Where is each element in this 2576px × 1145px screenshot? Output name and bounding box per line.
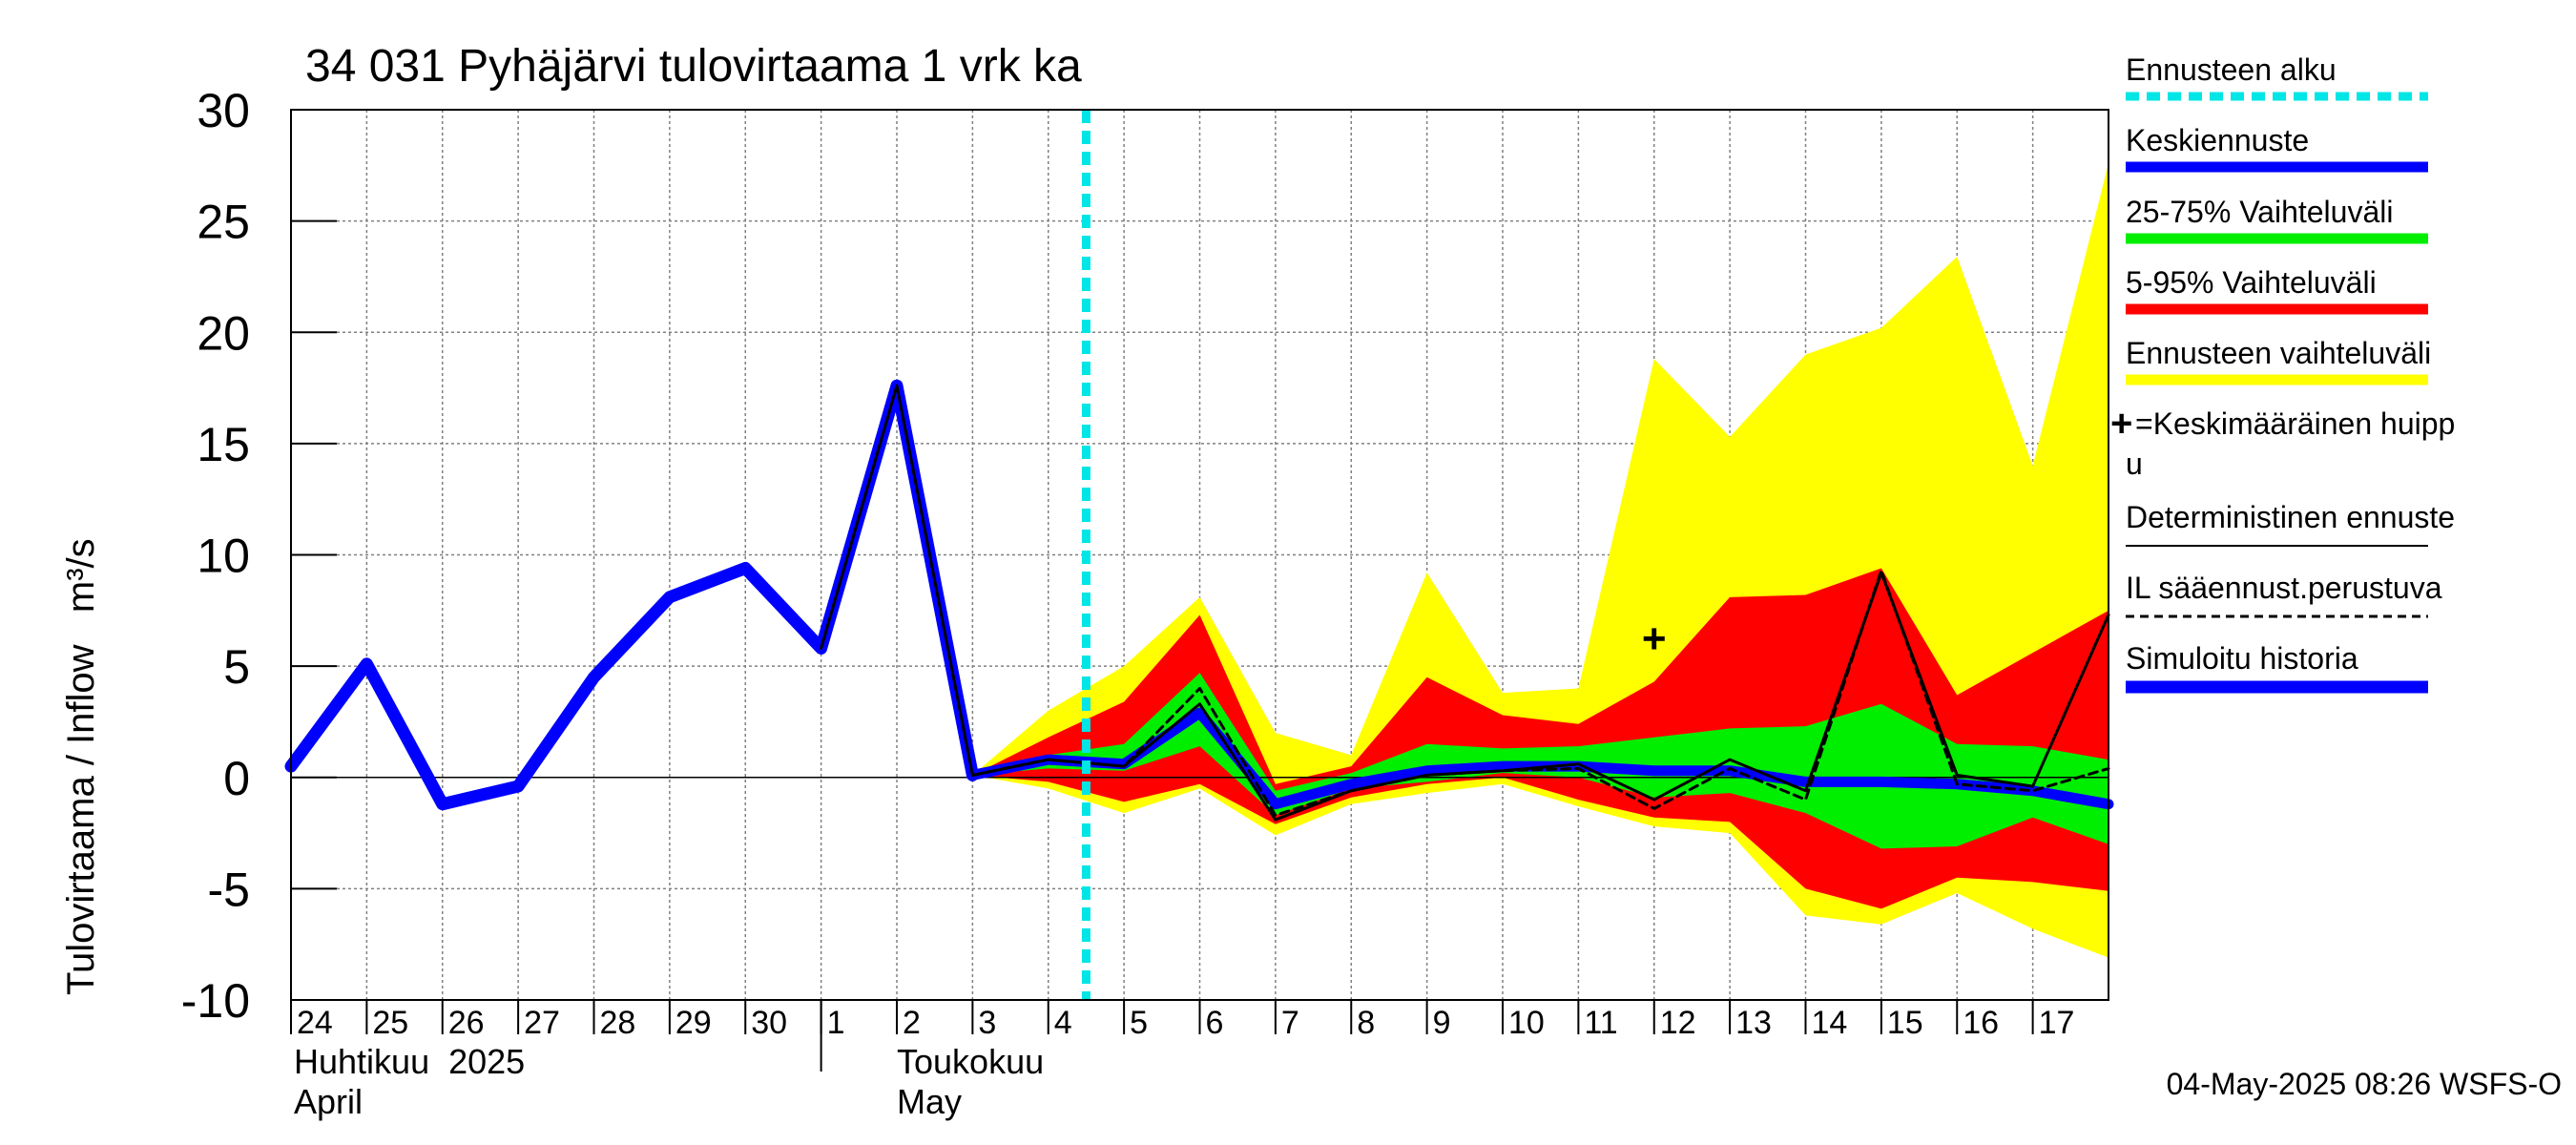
y-tick-label: -10 [181,974,250,1028]
x-tick-label: 30 [751,1005,787,1041]
month-label-april-fi: Huhtikuu 2025 [294,1042,525,1081]
month-label-may-fi: Toukokuu [897,1042,1044,1081]
x-tick-label: 9 [1433,1005,1451,1041]
x-tick-label: 14 [1812,1005,1848,1041]
x-tick-label: 17 [2039,1005,2075,1041]
legend-forecast-start-label: Ennusteen alku [2126,52,2337,87]
chart-title: 34 031 Pyhäjärvi tulovirtaama 1 vrk ka [305,41,1082,92]
month-label-april-en: April [294,1082,363,1121]
x-tick-label: 13 [1735,1005,1772,1041]
y-tick-label: 5 [223,640,250,694]
y-tick-label: 10 [197,530,250,583]
x-tick-label: 2 [903,1005,921,1041]
legend-peak-plus-icon: + [2110,403,2132,445]
legend-il-based-label: IL sääennust.perustuva [2126,571,2442,605]
series-deterministinen-ennuste [820,384,2110,822]
x-tick-label: 1 [827,1005,845,1041]
y-tick-label: 30 [197,84,250,137]
x-tick-label: 16 [1963,1005,1999,1041]
legend-mean-forecast-label: Keskiennuste [2126,123,2309,157]
band-5-95-vaihteluvali [972,568,2109,909]
x-tick-label: 6 [1206,1005,1224,1041]
y-tick-label: -5 [208,863,250,916]
legend-deterministic-label: Deterministinen ennuste [2126,500,2455,534]
y-tick-label: 20 [197,306,250,360]
mean-peak-marker: + [1642,615,1667,662]
legend-range-25-75-label: 25-75% Vaihteluväli [2126,195,2393,229]
legend-peak-label-line1: =Keskimääräinen huipp [2135,406,2455,441]
y-tick-label: 0 [223,752,250,805]
x-tick-label: 4 [1054,1005,1072,1041]
y-tick-label: 15 [197,418,250,471]
x-tick-label: 8 [1357,1005,1375,1041]
legend-range-full-label: Ennusteen vaihteluväli [2126,336,2431,370]
x-tick-label: 24 [297,1005,333,1041]
x-tick-label: 12 [1660,1005,1696,1041]
band-25-75-vaihteluvali [972,673,2109,849]
legend-range-5-95-label: 5-95% Vaihteluväli [2126,265,2377,300]
x-tick-label: 29 [675,1005,712,1041]
x-tick-label: 7 [1281,1005,1299,1041]
x-tick-label: 11 [1584,1005,1617,1041]
x-tick-label: 25 [372,1005,408,1041]
y-axis-label: Tulovirtaama / Inflow m³/s [60,538,102,995]
x-tick-label: 27 [524,1005,560,1041]
y-tick-label: 25 [197,196,250,249]
x-tick-label: 26 [448,1005,485,1041]
x-tick-label: 3 [978,1005,996,1041]
x-tick-label: 28 [600,1005,636,1041]
legend: Ennusteen alku Keskiennuste 25-75% Vaiht… [2110,52,2455,694]
x-tick-label: 10 [1508,1005,1545,1041]
legend-peak-label-line2: u [2126,447,2143,481]
x-tick-label: 5 [1130,1005,1148,1041]
month-label-may-en: May [897,1082,962,1121]
timestamp: 04-May-2025 08:26 WSFS-O [2167,1067,2562,1101]
x-tick-label: 15 [1887,1005,1923,1041]
legend-history-label: Simuloitu historia [2126,641,2358,676]
